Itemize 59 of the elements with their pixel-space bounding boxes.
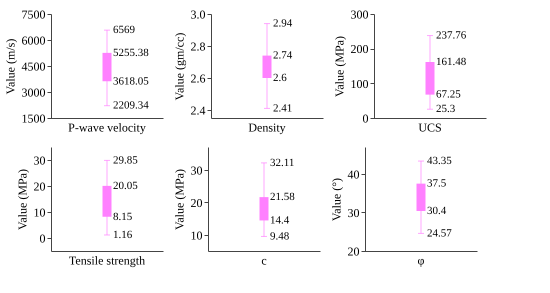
y-tick-label: 10 — [34, 206, 46, 220]
y-axis-title: Value (°) — [330, 178, 344, 222]
y-tick-label: 4500 — [22, 60, 46, 74]
y-tick-label: 20 — [348, 244, 360, 258]
y-tick-label: 7500 — [22, 8, 46, 22]
y-tick-label: 20 — [190, 196, 202, 210]
y-tick-label: 30 — [348, 206, 360, 220]
x-tick-label: P-wave velocity — [68, 120, 146, 134]
y-tick-label: 3000 — [22, 86, 46, 100]
x-tick-label: c — [261, 254, 267, 268]
annotation: 67.25 — [436, 88, 462, 101]
annotation: 2.74 — [273, 50, 293, 62]
annotation: 1.16 — [113, 228, 133, 241]
y-tick-label: 0 — [40, 232, 46, 246]
annotation: 2.94 — [273, 18, 293, 30]
y-axis-title: Value (MPa) — [332, 36, 346, 97]
y-axis-title: Value (MPa) — [16, 169, 30, 230]
y-tick-label: 200 — [350, 42, 368, 56]
y-axis-title: Value (gm/cc) — [172, 32, 186, 100]
y-tick-label: 6000 — [22, 34, 46, 48]
annotation: 3618.05 — [113, 75, 150, 88]
annotation: 5255.38 — [113, 46, 150, 59]
annotation: 21.58 — [270, 191, 296, 204]
annotation: 25.3 — [436, 103, 456, 116]
x-tick-label: UCS — [418, 120, 442, 134]
y-tick-label: 3.0 — [190, 8, 206, 22]
x-tick-label: Tensile strength — [68, 254, 146, 268]
annotation: 2209.34 — [113, 100, 150, 112]
annotation: 32.11 — [270, 156, 294, 169]
annotation: 2.41 — [273, 102, 292, 114]
annotation: 30.4 — [427, 204, 447, 217]
y-tick-label: 100 — [350, 76, 368, 91]
annotation: 8.15 — [113, 210, 133, 223]
y-tick-label: 0 — [362, 112, 368, 126]
x-tick-label: φ — [418, 254, 425, 268]
y-tick-label: 300 — [350, 8, 368, 22]
y-tick-label: 40 — [348, 167, 360, 182]
annotation: 14.4 — [270, 214, 290, 226]
annotation: 20.05 — [113, 180, 138, 192]
annotation: 43.35 — [427, 155, 452, 168]
y-tick-label: 30 — [190, 163, 202, 178]
y-tick-label: 30 — [34, 154, 46, 168]
y-axis-title: Value (MPa) — [172, 169, 186, 230]
y-tick-label: 20 — [34, 180, 46, 194]
y-axis-title: Value (m/s) — [4, 38, 18, 94]
y-tick-label: 2.6 — [190, 72, 206, 86]
x-tick-label: Density — [248, 120, 286, 134]
annotation: 24.57 — [427, 227, 452, 240]
annotation: 9.48 — [270, 230, 290, 242]
y-tick-label: 1500 — [22, 112, 46, 126]
annotation: 29.85 — [113, 154, 138, 166]
annotation: 2.6 — [273, 72, 288, 84]
y-tick-label: 2.4 — [190, 104, 206, 118]
annotation: 37.5 — [427, 178, 447, 190]
annotation: 161.48 — [436, 56, 467, 68]
annotation: 6569 — [113, 24, 136, 36]
y-tick-label: 2.8 — [190, 40, 206, 54]
y-tick-label: 10 — [190, 228, 202, 242]
annotation: 237.76 — [436, 30, 467, 42]
